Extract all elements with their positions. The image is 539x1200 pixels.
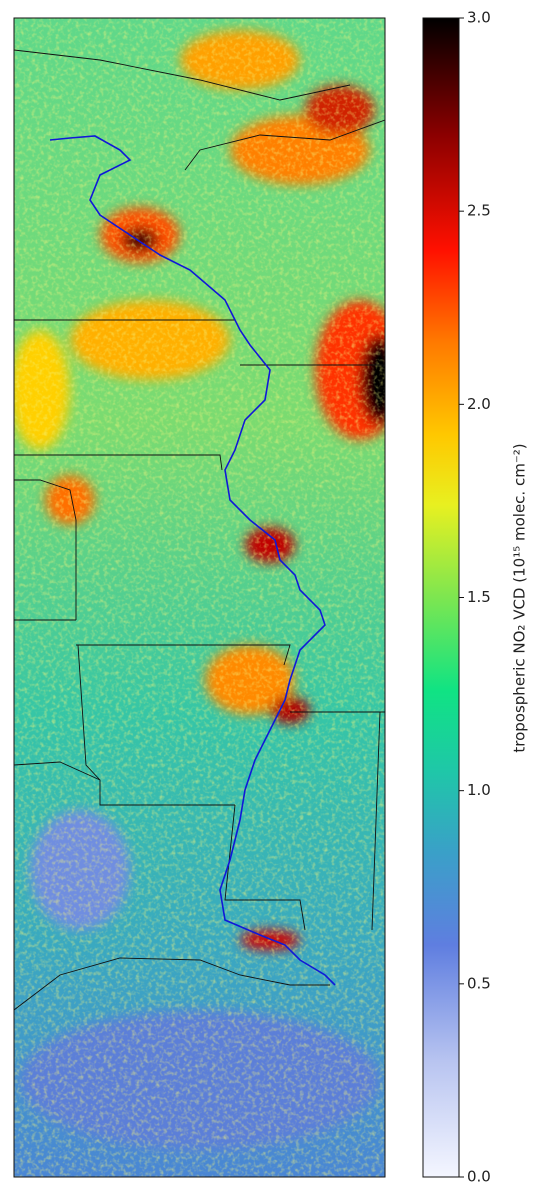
colorbar-tick-label: 1.0 <box>467 781 491 799</box>
colorbar-tick-label: 2.0 <box>467 395 491 413</box>
map <box>14 18 385 1177</box>
colorbar-tick-label: 3.0 <box>467 9 491 27</box>
colorbar-tick-label: 0.5 <box>467 974 491 992</box>
colorbar <box>422 17 460 1178</box>
colorbar-tick-label: 1.5 <box>467 588 491 606</box>
colorbar-label: tropospheric NO₂ VCD (10¹⁵ molec. cm⁻²) <box>511 443 529 752</box>
map-frame <box>13 17 386 1178</box>
colorbar-tick-label: 2.5 <box>467 202 491 220</box>
river <box>49 135 336 986</box>
colorbar-tick-label: 0.0 <box>467 1168 491 1186</box>
